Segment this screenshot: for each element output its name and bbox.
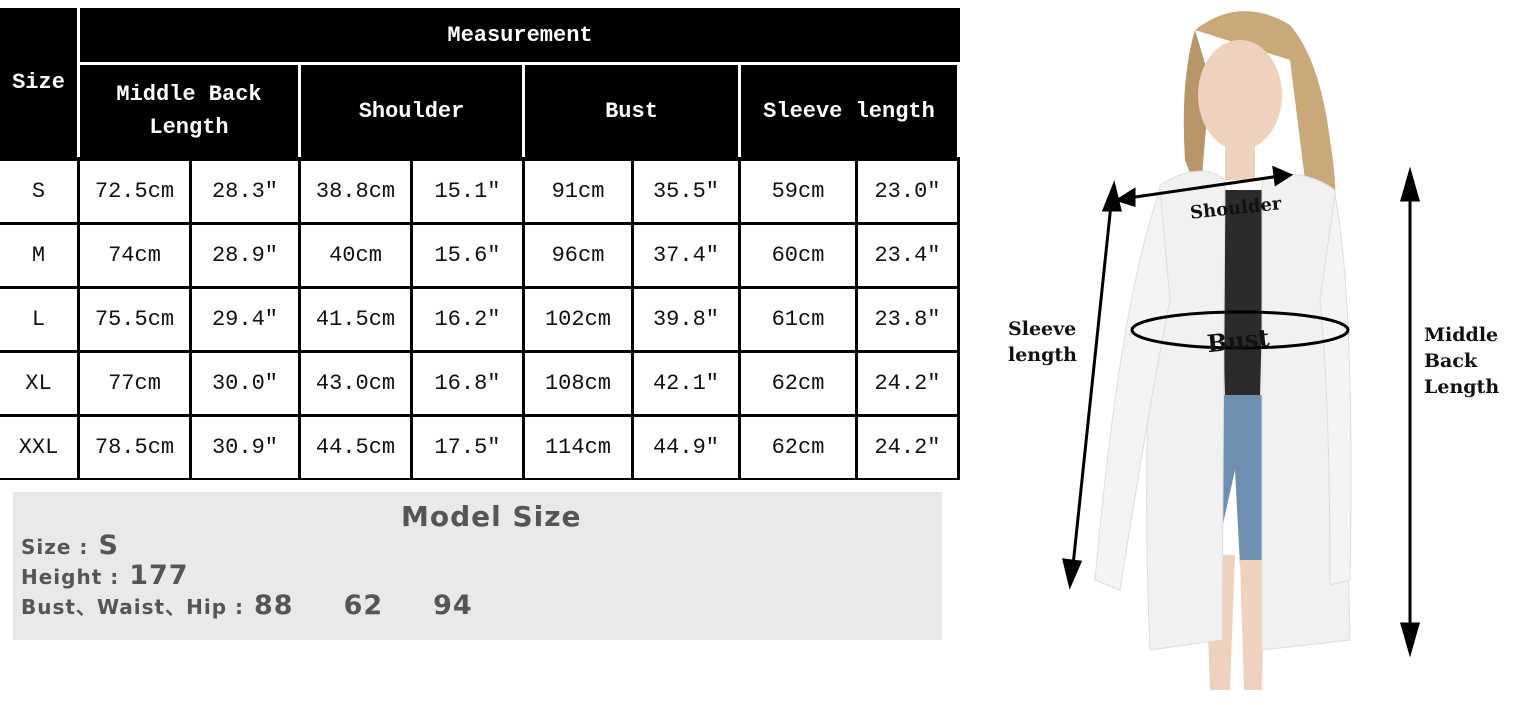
value-cell: 15.6″ xyxy=(413,225,522,286)
value-cell: 24.2″ xyxy=(858,353,957,414)
value-cell: 74cm xyxy=(80,225,189,286)
column-header: Middle Back Length xyxy=(80,65,298,157)
value-cell: 29.4″ xyxy=(192,289,298,350)
value-cell: 42.1″ xyxy=(634,353,738,414)
value-cell: 40cm xyxy=(301,225,410,286)
value-cell: 78.5cm xyxy=(80,417,189,478)
value-cell: 102cm xyxy=(525,289,631,350)
column-header: Bust xyxy=(525,65,738,157)
value-cell: 59cm xyxy=(741,161,855,222)
value-cell: 41.5cm xyxy=(301,289,410,350)
model-height-row: Height : 177 xyxy=(21,560,189,591)
value-cell: 44.5cm xyxy=(301,417,410,478)
model-size-title: Model Size xyxy=(401,500,582,533)
model-photo-illustration xyxy=(1062,11,1420,690)
column-header: Shoulder xyxy=(301,65,522,157)
value-cell: 16.8″ xyxy=(413,353,522,414)
bust-value: 88 xyxy=(253,590,294,621)
size-header: Size xyxy=(0,8,77,157)
size-value: S xyxy=(98,530,119,561)
value-cell: 39.8″ xyxy=(634,289,738,350)
column-header: Sleeve length xyxy=(741,65,957,157)
value-cell: 38.8cm xyxy=(301,161,410,222)
model-figure: Shoulder Bust Sleeve length Middle Back … xyxy=(1000,0,1523,700)
value-cell: 62cm xyxy=(741,417,855,478)
model-size-row: Size : S xyxy=(21,530,119,561)
size-chart-table: Size Measurement Middle Back Length Shoulde… xyxy=(0,8,960,480)
value-cell: 62cm xyxy=(741,353,855,414)
value-cell: 37.4″ xyxy=(634,225,738,286)
value-cell: 108cm xyxy=(525,353,631,414)
value-cell: 91cm xyxy=(525,161,631,222)
value-cell: 77cm xyxy=(80,353,189,414)
value-cell: 23.0″ xyxy=(858,161,957,222)
value-cell: 72.5cm xyxy=(80,161,189,222)
size-cell: L xyxy=(0,289,77,350)
value-cell: 43.0cm xyxy=(301,353,410,414)
value-cell: 60cm xyxy=(741,225,855,286)
size-cell: S xyxy=(0,161,77,222)
height-label: Height : xyxy=(21,565,120,589)
model-bwh-row: Bust、Waist、Hip : 88 62 94 xyxy=(21,590,473,621)
value-cell: 28.3″ xyxy=(192,161,298,222)
value-cell: 114cm xyxy=(525,417,631,478)
size-label: Size : xyxy=(21,535,89,559)
bwh-label: Bust、Waist、Hip : xyxy=(21,595,244,619)
middle-back-length-label: Middle Back Length xyxy=(1424,324,1500,398)
waist-value: 62 xyxy=(343,590,384,621)
measurement-header: Measurement xyxy=(80,8,960,62)
bust-label: Bust xyxy=(1205,322,1271,359)
value-cell: 28.9″ xyxy=(192,225,298,286)
value-cell: 23.8″ xyxy=(858,289,957,350)
value-cell: 30.9″ xyxy=(192,417,298,478)
hip-value: 94 xyxy=(433,590,473,621)
size-cell: XXL xyxy=(0,417,77,478)
value-cell: 17.5″ xyxy=(413,417,522,478)
value-cell: 61cm xyxy=(741,289,855,350)
value-cell: 96cm xyxy=(525,225,631,286)
height-value: 177 xyxy=(129,560,189,591)
value-cell: 35.5″ xyxy=(634,161,738,222)
value-cell: 24.2″ xyxy=(858,417,957,478)
value-cell: 44.9″ xyxy=(634,417,738,478)
value-cell: 30.0″ xyxy=(192,353,298,414)
size-cell: M xyxy=(0,225,77,286)
model-size-box: Model Size Size : S Height : 177 Bust、Wais… xyxy=(13,492,942,640)
value-cell: 16.2″ xyxy=(413,289,522,350)
size-cell: XL xyxy=(0,353,77,414)
value-cell: 23.4″ xyxy=(858,225,957,286)
value-cell: 75.5cm xyxy=(80,289,189,350)
value-cell: 15.1″ xyxy=(413,161,522,222)
sleeve-length-label: Sleeve length xyxy=(1008,318,1077,366)
